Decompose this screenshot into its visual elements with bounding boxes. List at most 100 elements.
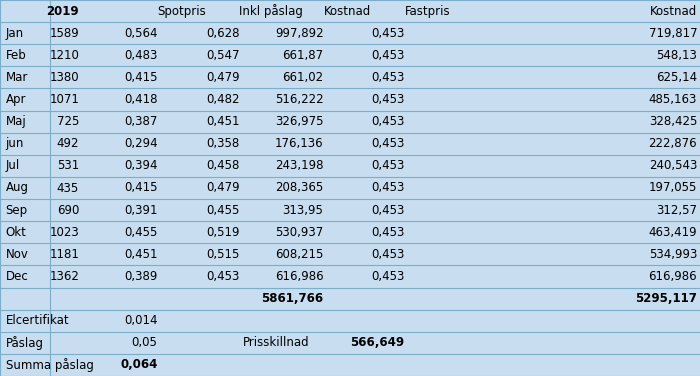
Text: Spotpris: Spotpris [158,5,206,18]
Text: 0,483: 0,483 [124,49,158,62]
Text: 1181: 1181 [49,248,79,261]
Text: 0,455: 0,455 [206,204,239,217]
Text: 222,876: 222,876 [649,137,697,150]
Text: 1023: 1023 [49,226,79,239]
Text: 548,13: 548,13 [657,49,697,62]
Text: 534,993: 534,993 [649,248,697,261]
Text: 0,418: 0,418 [124,93,158,106]
Text: 1380: 1380 [50,71,79,84]
Text: Dec: Dec [6,270,28,283]
Text: 566,649: 566,649 [351,336,405,349]
Text: 0,455: 0,455 [124,226,158,239]
Text: 616,986: 616,986 [275,270,323,283]
Text: 5295,117: 5295,117 [636,292,697,305]
Text: 2019: 2019 [46,5,79,18]
Text: Summa påslag: Summa påslag [6,358,94,372]
Text: 516,222: 516,222 [275,93,323,106]
Text: 312,57: 312,57 [656,204,697,217]
Text: jun: jun [6,137,24,150]
Text: Elcertifikat: Elcertifikat [6,314,69,327]
Text: 435: 435 [57,182,79,194]
Text: 1589: 1589 [49,27,79,40]
Text: 0,358: 0,358 [206,137,239,150]
Text: 463,419: 463,419 [649,226,697,239]
Text: Fastpris: Fastpris [405,5,450,18]
Text: 661,02: 661,02 [282,71,323,84]
Text: 176,136: 176,136 [275,137,323,150]
Text: 0,453: 0,453 [371,248,405,261]
Text: 0,519: 0,519 [206,226,239,239]
Text: 485,163: 485,163 [649,93,697,106]
Text: 0,628: 0,628 [206,27,239,40]
Text: 0,415: 0,415 [124,182,158,194]
Text: 5861,766: 5861,766 [261,292,323,305]
Text: Feb: Feb [6,49,27,62]
Text: 0,453: 0,453 [371,159,405,172]
Text: 0,564: 0,564 [124,27,158,40]
Text: 0,391: 0,391 [124,204,158,217]
Text: 240,543: 240,543 [649,159,697,172]
Text: 625,14: 625,14 [656,71,697,84]
Text: Jul: Jul [6,159,20,172]
Text: Prisskillnad: Prisskillnad [243,336,309,349]
Text: Aug: Aug [6,182,29,194]
Text: Kostnad: Kostnad [323,5,371,18]
Text: 0,453: 0,453 [371,49,405,62]
Text: 0,05: 0,05 [132,336,158,349]
Text: 197,055: 197,055 [649,182,697,194]
Text: 0,394: 0,394 [124,159,158,172]
Text: 0,453: 0,453 [371,182,405,194]
Text: 608,215: 608,215 [275,248,323,261]
Text: 531: 531 [57,159,79,172]
Text: 997,892: 997,892 [275,27,323,40]
Text: Påslag: Påslag [6,336,43,350]
Text: Jan: Jan [6,27,24,40]
Text: 0,547: 0,547 [206,49,239,62]
Text: 0,451: 0,451 [206,115,239,128]
Text: Mar: Mar [6,71,28,84]
Text: Inkl påslag: Inkl påslag [239,4,303,18]
Text: Sep: Sep [6,204,28,217]
Text: 492: 492 [57,137,79,150]
Text: 0,453: 0,453 [371,93,405,106]
Text: 0,064: 0,064 [120,358,158,371]
Text: 0,482: 0,482 [206,93,239,106]
Text: Kostnad: Kostnad [650,5,697,18]
Text: 0,479: 0,479 [206,182,239,194]
Text: 328,425: 328,425 [649,115,697,128]
Text: Maj: Maj [6,115,27,128]
Text: 725: 725 [57,115,79,128]
Text: 0,453: 0,453 [371,27,405,40]
Text: 0,515: 0,515 [206,248,239,261]
Text: 1071: 1071 [49,93,79,106]
Text: 1362: 1362 [49,270,79,283]
Text: 0,453: 0,453 [371,204,405,217]
Text: 0,453: 0,453 [371,270,405,283]
Text: 690: 690 [57,204,79,217]
Text: 0,453: 0,453 [371,137,405,150]
Text: 0,415: 0,415 [124,71,158,84]
Text: 661,87: 661,87 [282,49,323,62]
Text: 326,975: 326,975 [275,115,323,128]
Text: 1210: 1210 [49,49,79,62]
Text: 208,365: 208,365 [275,182,323,194]
Text: 530,937: 530,937 [275,226,323,239]
Text: 0,294: 0,294 [124,137,158,150]
Text: 0,014: 0,014 [124,314,158,327]
Text: 243,198: 243,198 [275,159,323,172]
Text: Apr: Apr [6,93,26,106]
Text: 0,389: 0,389 [124,270,158,283]
Text: Okt: Okt [6,226,27,239]
Text: 0,453: 0,453 [206,270,239,283]
Text: 0,458: 0,458 [206,159,239,172]
Text: 313,95: 313,95 [283,204,323,217]
Text: 719,817: 719,817 [649,27,697,40]
Text: 0,453: 0,453 [371,115,405,128]
Text: 0,453: 0,453 [371,71,405,84]
Text: 0,479: 0,479 [206,71,239,84]
Text: 0,453: 0,453 [371,226,405,239]
Text: Nov: Nov [6,248,29,261]
Text: 0,387: 0,387 [124,115,158,128]
Text: 616,986: 616,986 [649,270,697,283]
Text: 0,451: 0,451 [124,248,158,261]
